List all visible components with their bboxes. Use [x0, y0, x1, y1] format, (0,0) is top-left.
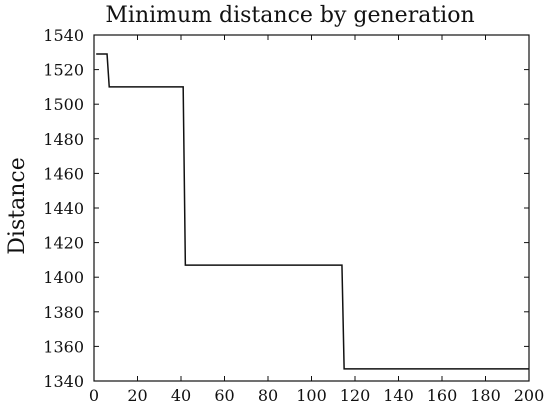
- plot-area: [93, 34, 530, 382]
- x-tick-label: 120: [340, 386, 371, 405]
- y-axis-label: Distance: [5, 157, 30, 254]
- series-line: [96, 53, 529, 370]
- x-tick-label: 60: [214, 386, 234, 405]
- y-tick-label: 1480: [43, 130, 84, 149]
- y-tick-label: 1340: [43, 372, 84, 391]
- y-tick-label: 1520: [43, 61, 84, 80]
- x-tick-label: 180: [470, 386, 501, 405]
- x-tick-label: 140: [383, 386, 414, 405]
- axis-ticks: 0 20 40 60 80 100 120 140 160 180 200 1340 1360 1380 1…: [43, 26, 544, 405]
- x-tick-label: 80: [258, 386, 278, 405]
- x-tick-label: 0: [89, 386, 99, 405]
- x-tick-label: 40: [171, 386, 191, 405]
- y-tick-label: 1420: [43, 234, 84, 253]
- x-tick-label: 160: [427, 386, 458, 405]
- y-tick-label: 1360: [43, 337, 84, 356]
- chart-title: Minimum distance by generation: [105, 3, 474, 28]
- plot-frame: [93, 34, 530, 382]
- y-tick-label: 1440: [43, 199, 84, 218]
- y-tick-label: 1380: [43, 303, 84, 322]
- x-tick-label: 100: [296, 386, 327, 405]
- y-tick-label: 1460: [43, 164, 84, 183]
- y-tick-label: 1540: [43, 26, 84, 45]
- y-tick-label: 1400: [43, 268, 84, 287]
- x-tick-label: 200: [514, 386, 545, 405]
- x-tick-label: 20: [127, 386, 147, 405]
- y-tick-label: 1500: [43, 95, 84, 114]
